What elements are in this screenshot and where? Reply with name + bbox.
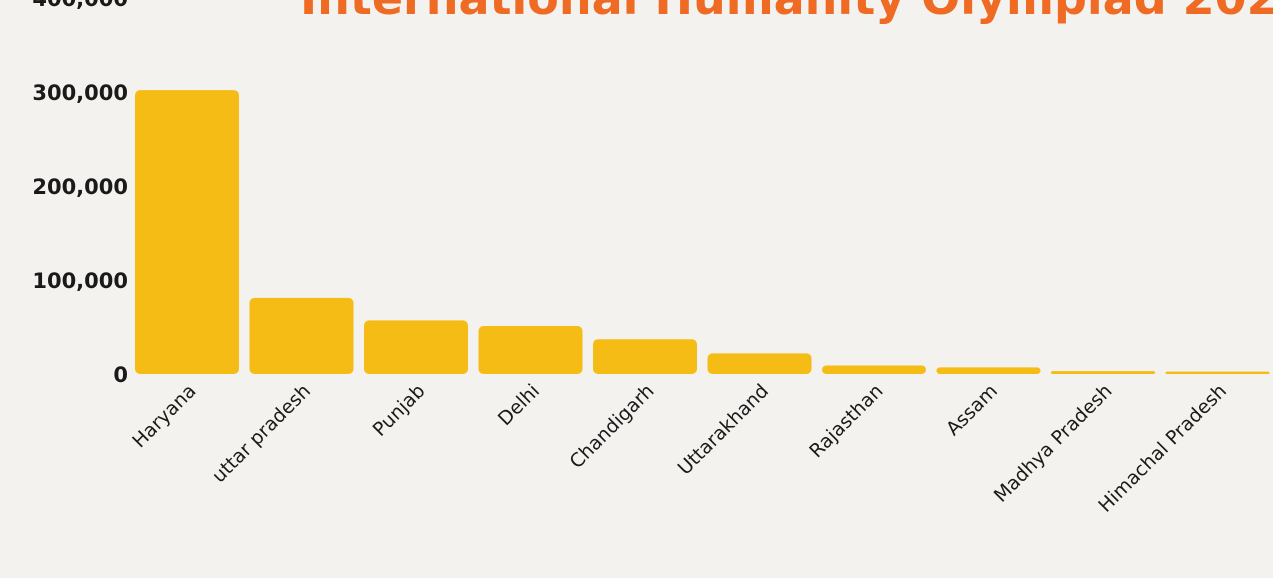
bar-assam [937, 367, 1041, 374]
bar-punjab [364, 320, 468, 374]
bar-rajasthan [822, 366, 926, 374]
bar-madhya-pradesh [1051, 371, 1155, 374]
chart-title: International Humanity Olympiad 202 [300, 0, 1273, 25]
bar-uttar-pradesh [250, 298, 354, 374]
y-tick-label: 100,000 [32, 269, 128, 293]
bar-chandigarh [593, 339, 697, 374]
y-tick-label: 200,000 [32, 175, 128, 199]
y-tick-label: 0 [113, 363, 128, 387]
bar-himachal-pradesh [1166, 372, 1270, 374]
y-tick-label: 400,000 [32, 0, 128, 11]
bar-haryana [135, 90, 239, 374]
bar-delhi [479, 326, 583, 374]
bar-uttarakhand [708, 353, 812, 374]
y-tick-label: 300,000 [32, 81, 128, 105]
